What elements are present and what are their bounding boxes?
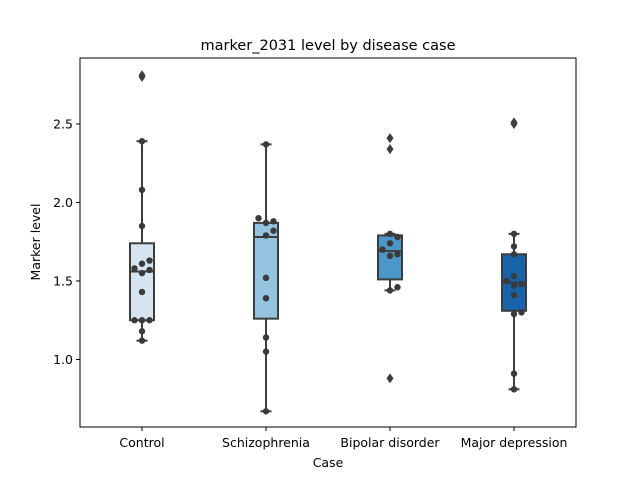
data-point: [138, 260, 146, 267]
x-axis-label: Case: [313, 455, 344, 470]
data-point: [270, 227, 277, 234]
data-point: [510, 291, 518, 299]
data-point: [510, 273, 518, 280]
data-point: [262, 408, 270, 415]
data-point: [138, 337, 146, 344]
axes-frame: [79, 57, 577, 428]
data-point: [262, 295, 270, 302]
data-point: [510, 282, 518, 289]
data-point: [146, 266, 153, 274]
data-point: [262, 274, 270, 282]
data-point: [510, 310, 518, 318]
x-tick-label: Control: [119, 435, 164, 450]
box-schizophrenia: [253, 221, 279, 320]
data-point: [138, 317, 146, 324]
data-point: [146, 257, 153, 264]
data-point: [503, 277, 510, 285]
data-point: [386, 240, 394, 247]
data-point: [386, 230, 394, 238]
data-point: [510, 386, 518, 393]
y-tick-label: 1.5: [53, 273, 73, 288]
data-point: [138, 269, 146, 277]
data-point: [510, 230, 518, 238]
outlier-marker: [510, 117, 518, 128]
chart-title: marker_2031 level by disease case: [201, 38, 456, 54]
data-point: [262, 334, 270, 341]
y-tick-label: 2.5: [53, 116, 73, 131]
data-point: [146, 317, 153, 324]
outlier-marker: [138, 70, 146, 81]
x-tick-label: Major depression: [461, 435, 568, 450]
data-point: [255, 214, 262, 222]
box-control: [129, 242, 155, 322]
data-point: [138, 186, 146, 194]
data-point: [510, 370, 518, 377]
outlier-marker: [386, 133, 394, 144]
outlier-marker: [386, 144, 394, 155]
data-point: [379, 246, 386, 253]
data-point: [394, 284, 401, 291]
data-point: [131, 317, 138, 324]
outlier-marker: [386, 373, 394, 384]
data-point: [518, 309, 525, 316]
data-point: [394, 233, 401, 241]
data-point: [138, 222, 146, 230]
data-point: [138, 138, 146, 145]
data-point: [138, 288, 146, 296]
data-point: [262, 141, 270, 148]
y-axis-label: Marker level: [28, 204, 43, 281]
y-tick-label: 1.0: [53, 352, 73, 367]
data-point: [138, 328, 146, 335]
data-point: [518, 280, 525, 288]
plot-area: 1.0 1.5 2.0 2.5 Control Schizophrenia Bipolar …: [53, 57, 577, 450]
data-point: [510, 251, 518, 258]
x-tick-label: Bipolar disorder: [340, 435, 440, 450]
data-point: [262, 348, 270, 355]
data-point: [262, 219, 270, 227]
data-point: [510, 243, 518, 250]
data-point: [270, 218, 277, 225]
data-point: [386, 287, 394, 294]
x-tick-label: Schizophrenia: [222, 435, 310, 450]
data-point: [131, 265, 138, 272]
data-point: [394, 251, 401, 258]
data-point: [386, 252, 394, 260]
data-point: [262, 232, 270, 239]
y-tick-label: 2.0: [53, 195, 73, 210]
